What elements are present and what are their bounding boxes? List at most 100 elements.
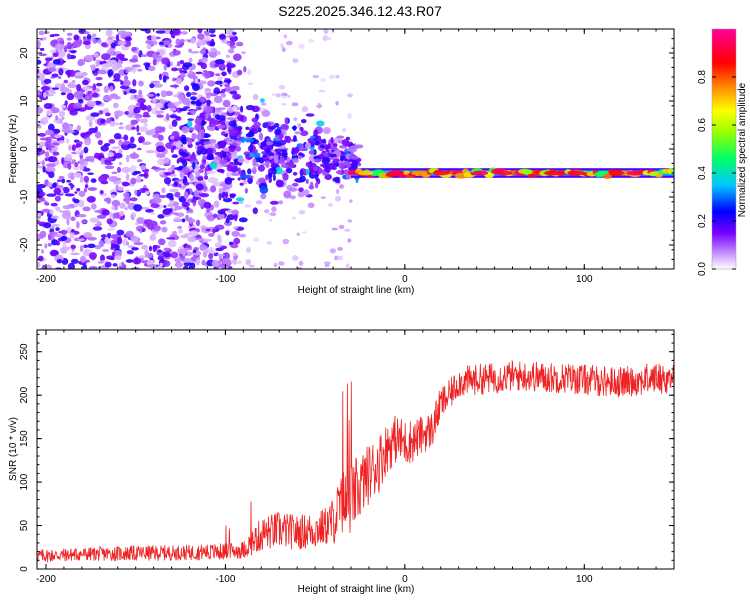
spectrogram-blob [161, 226, 168, 233]
spectrogram-blob [292, 125, 297, 131]
spectrogram-blob [70, 258, 79, 264]
spectrogram-blob [225, 178, 230, 184]
snr-panel: -200 -100 0 100 0 50 100 150 200 250 Height of s… [8, 329, 675, 595]
spectrogram-blob [170, 135, 175, 140]
spectrogram-blob [227, 48, 235, 54]
spectrogram-blob [169, 199, 174, 205]
spectrogram-blob [208, 139, 217, 144]
spectrogram-blob [50, 226, 55, 230]
spectrogram-blob [269, 212, 277, 217]
spectrogram-blob [238, 233, 246, 238]
spectrogram-blob [150, 80, 161, 84]
x-tick-label: 0 [402, 574, 408, 585]
spectrogram-blob [247, 69, 252, 75]
spectrogram-blob [180, 136, 187, 144]
spectrogram-blob [257, 127, 262, 133]
spectrogram-blob [225, 120, 230, 128]
spectrogram-blob [103, 142, 111, 147]
spectrogram-blob [102, 60, 107, 64]
spectrogram-blob [243, 66, 247, 73]
spectrogram-blob [180, 234, 189, 239]
spectrogram-blob [387, 170, 404, 176]
x-tick-label: -200 [36, 574, 56, 585]
spectrogram-blob [150, 203, 160, 209]
spectrogram-blob [203, 105, 212, 114]
y-tick-label: 150 [19, 430, 30, 447]
spectrogram-blob [230, 260, 237, 264]
spectrogram-blob [252, 207, 259, 215]
spectrogram-blob [115, 34, 120, 42]
spectrogram-blob [197, 176, 204, 181]
spectrogram-blob [127, 112, 134, 118]
spectrogram-blob [113, 73, 121, 81]
spectrogram-blob [213, 95, 223, 104]
spectrogram-blob [47, 242, 52, 247]
spectrogram-ylabel: Frequency (Hz) [8, 115, 19, 184]
spectrogram-blob [82, 40, 91, 45]
spectrogram-blob [47, 62, 55, 67]
spectrogram-blob [84, 31, 90, 35]
spectrogram-blob [207, 176, 218, 184]
spectrogram-blob [125, 230, 134, 238]
spectrogram-blob [339, 155, 345, 162]
spectrogram-blob [93, 152, 101, 159]
spectrogram-blob [232, 53, 242, 61]
spectrogram-blob [159, 220, 167, 225]
spectrogram-blob [238, 217, 248, 223]
spectrogram-blob [114, 205, 118, 211]
spectrogram-blob [232, 201, 240, 205]
x-tick-label: -200 [36, 274, 56, 285]
spectrogram-blob [188, 208, 194, 213]
spectrogram-blob [260, 141, 267, 148]
spectrogram-blob [47, 123, 55, 132]
spectrogram-blob [314, 182, 319, 189]
spectrogram-blob [152, 244, 158, 253]
spectrogram-blob [130, 235, 139, 243]
spectrogram-blob [608, 170, 625, 176]
spectrogram-blob [37, 68, 40, 74]
spectrogram-blob [253, 121, 261, 128]
spectrogram-x-ticks: -200 -100 0 100 [36, 29, 675, 285]
y-tick-label: -20 [19, 237, 30, 252]
spectrogram-blob [345, 263, 350, 269]
spectrogram-blob [50, 215, 60, 219]
spectrogram-blob [237, 134, 242, 142]
colorbar-tick-label: 0.8 [697, 70, 708, 84]
spectrogram-blob [116, 229, 125, 236]
spectrogram-blob [187, 138, 193, 145]
spectrogram-blob [125, 124, 133, 131]
spectrogram-blob [245, 138, 254, 143]
spectrogram-blob [297, 191, 305, 198]
y-tick-label: 0 [19, 566, 30, 572]
spectrogram-blob [275, 93, 281, 98]
spectrogram-blob [285, 167, 293, 174]
spectrogram-blob [330, 136, 334, 144]
spectrogram-blob [314, 158, 321, 163]
spectrogram-blob [218, 187, 224, 193]
spectrogram-blob [48, 146, 52, 151]
spectrogram-blob [118, 148, 123, 155]
spectrogram-blob [83, 187, 88, 193]
spectrogram-blob [158, 238, 166, 246]
spectrogram-blob [195, 141, 201, 146]
spectrogram-blob [149, 83, 155, 89]
spectrogram-blob [48, 234, 52, 241]
spectrogram-blob [167, 167, 173, 173]
spectrogram-blob [113, 152, 123, 159]
spectrogram-blob [66, 41, 73, 50]
spectrogram-blob [202, 155, 207, 161]
spectrogram-blob [38, 53, 47, 57]
spectrogram-blob [66, 218, 70, 226]
spectrogram-blob [102, 249, 110, 252]
spectrogram-blob [86, 196, 96, 203]
spectrogram-blob [123, 91, 127, 95]
spectrogram-blob [168, 124, 174, 130]
spectrogram-blob [129, 165, 137, 173]
spectrogram-blob [83, 146, 89, 154]
y-tick-label: 50 [19, 520, 30, 532]
spectrogram-blob [172, 49, 181, 56]
spectrogram-blob [38, 30, 45, 36]
spectrogram-blob [70, 216, 76, 222]
spectrogram-blob [80, 149, 84, 156]
spectrogram-blob [82, 86, 91, 91]
